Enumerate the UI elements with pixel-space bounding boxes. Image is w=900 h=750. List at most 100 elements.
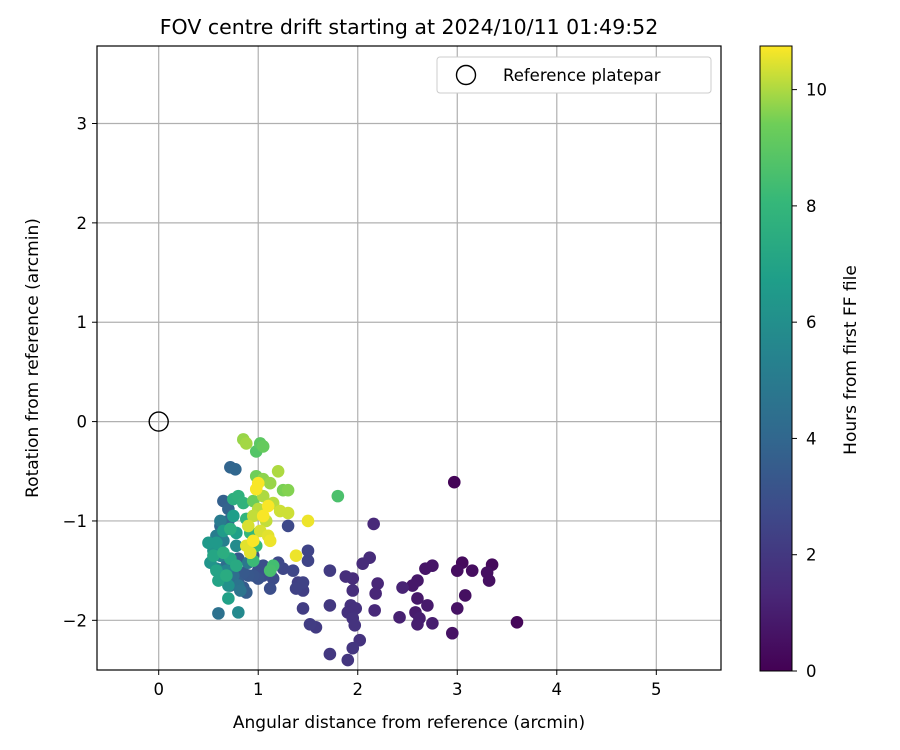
y-tick-label: 1: [77, 313, 88, 332]
data-point: [356, 557, 370, 570]
x-axis: 0 1 2 3 4 5: [153, 670, 662, 699]
data-point: [289, 582, 303, 595]
data-point: [232, 606, 245, 619]
data-point: [246, 509, 260, 523]
data-point: [393, 611, 406, 624]
data-point: [482, 574, 496, 587]
data-point: [263, 476, 277, 490]
y-axis: −2 −1 0 1 2 3: [63, 115, 97, 630]
data-point: [368, 604, 381, 617]
legend-marker-icon: [455, 64, 477, 86]
data-point: [224, 522, 237, 536]
data-point: [303, 617, 317, 631]
data-point: [222, 579, 235, 592]
legend-box: [436, 56, 712, 94]
data-point: [217, 546, 230, 560]
data-point: [281, 483, 295, 497]
data-point: [421, 599, 434, 612]
data-point: [263, 564, 277, 577]
data-point: [207, 549, 220, 563]
data-point: [371, 577, 384, 590]
x-tick-label: 5: [651, 680, 662, 699]
data-point: [323, 647, 337, 661]
grid: [97, 46, 721, 670]
data-point: [447, 475, 461, 489]
legend-label: Reference platepar: [503, 66, 661, 85]
data-point: [419, 562, 432, 575]
data-point: [458, 589, 472, 602]
x-tick-label: 3: [452, 680, 463, 699]
data-point: [222, 592, 235, 605]
data-points: [202, 433, 524, 667]
data-point: [220, 569, 233, 582]
data-point: [210, 564, 223, 577]
data-point: [450, 564, 464, 577]
data-point: [281, 506, 295, 520]
chart-title: FOV centre drift starting at 2024/10/11 …: [160, 15, 659, 39]
data-point: [271, 464, 285, 478]
data-point: [301, 544, 315, 558]
data-point: [261, 499, 275, 513]
y-tick-label: 0: [77, 413, 88, 432]
data-point: [239, 437, 253, 450]
colorbar-gradient: [759, 45, 793, 672]
data-point: [230, 559, 243, 572]
data-point: [510, 616, 524, 629]
data-point: [323, 564, 337, 577]
data-point: [411, 592, 424, 605]
data-point: [396, 581, 409, 594]
data-point: [346, 584, 360, 597]
data-point: [234, 584, 247, 597]
data-point: [465, 564, 479, 577]
data-point: [331, 489, 345, 503]
data-point: [210, 536, 223, 550]
data-point: [445, 626, 459, 640]
data-point: [346, 641, 360, 655]
x-tick-label: 4: [552, 680, 563, 699]
data-point: [263, 534, 277, 548]
data-point: [256, 440, 270, 453]
data-point: [450, 602, 464, 615]
colorbar: 0 2 4 6 8 10 Hours from first FF file: [759, 45, 861, 681]
x-tick-label: 1: [253, 680, 264, 699]
data-point: [286, 564, 300, 577]
colorbar-tick-label: 6: [806, 313, 817, 332]
data-point: [214, 514, 227, 528]
y-tick-label: 3: [77, 115, 88, 134]
data-point: [301, 554, 315, 568]
colorbar-tick-label: 10: [806, 81, 827, 100]
y-tick-label: −1: [63, 512, 87, 531]
data-point: [289, 549, 303, 563]
data-point: [212, 607, 225, 620]
colorbar-label: Hours from first FF file: [841, 265, 861, 455]
data-point: [241, 519, 255, 533]
colorbar-tick-label: 4: [806, 429, 817, 448]
x-tick-label: 2: [352, 680, 363, 699]
data-point: [249, 482, 263, 496]
data-point: [246, 534, 260, 548]
data-point: [256, 509, 270, 523]
data-point: [301, 514, 315, 528]
data-point: [339, 570, 353, 583]
x-axis-label: Angular distance from reference (arcmin): [233, 713, 585, 733]
data-point: [341, 653, 355, 667]
reference-marker: [148, 411, 169, 432]
reference-point-icon: [148, 411, 169, 432]
legend: Reference platepar: [436, 56, 712, 94]
data-point: [323, 599, 337, 612]
colorbar-ticks: 0 2 4 6 8 10: [792, 81, 827, 681]
colorbar-tick-label: 8: [806, 197, 817, 216]
data-point: [227, 509, 240, 523]
data-point: [406, 579, 419, 592]
colorbar-tick-label: 0: [806, 662, 817, 681]
data-point: [243, 546, 257, 560]
data-point: [236, 496, 250, 510]
y-tick-label: −2: [63, 611, 87, 630]
data-point: [281, 519, 295, 533]
data-point: [263, 582, 277, 595]
data-point: [230, 539, 243, 553]
data-point: [348, 618, 362, 632]
data-point: [426, 616, 439, 630]
x-tick-label: 0: [153, 680, 164, 699]
